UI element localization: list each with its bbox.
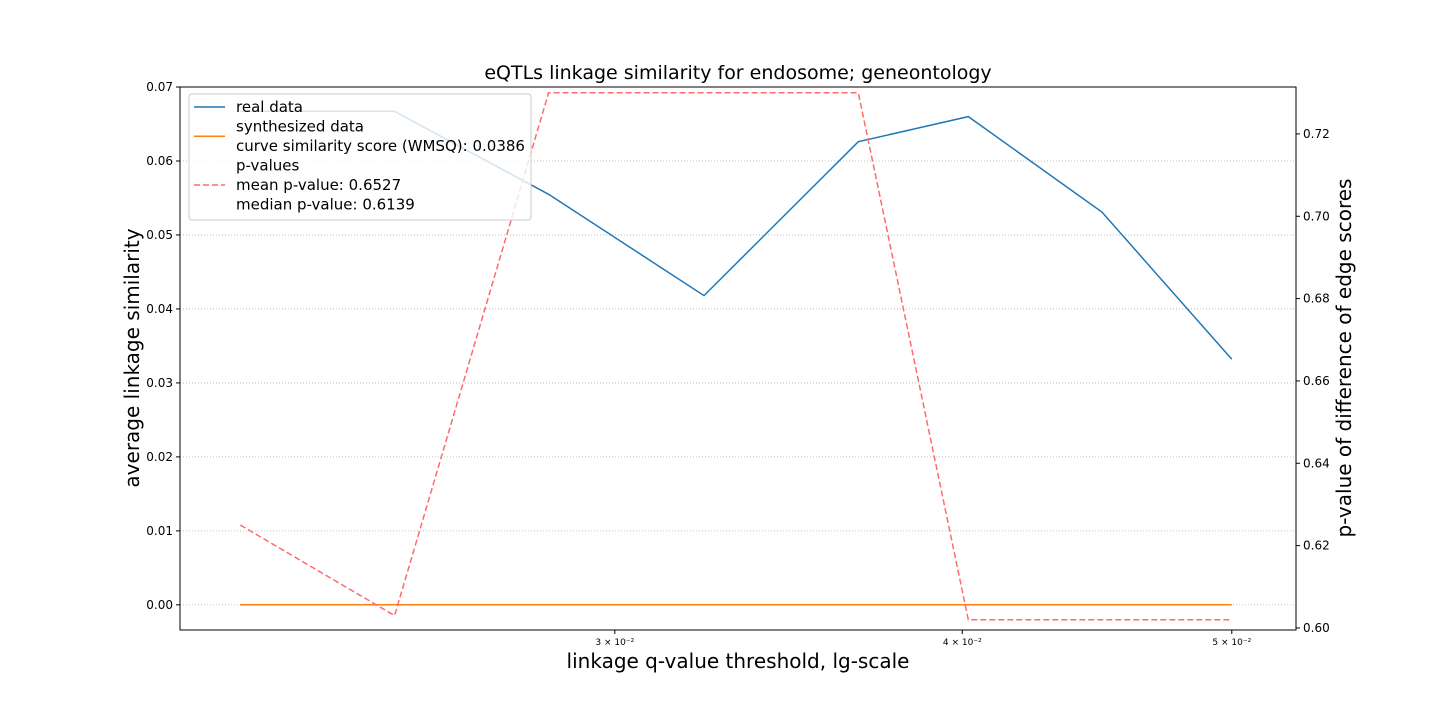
legend-entry-label: real data	[236, 98, 303, 116]
y-axis-label: average linkage similarity	[120, 228, 144, 487]
legend-entry-label: synthesized data	[236, 118, 364, 136]
chart-title: eQTLs linkage similarity for endosome; g…	[484, 62, 991, 84]
y-tick-label: 0.07	[146, 80, 173, 94]
y-tick-label: 0.05	[146, 228, 173, 242]
legend-entry-label: median p-value: 0.6139	[236, 196, 415, 214]
x-axis-label: linkage q-value threshold, lg-scale	[567, 649, 910, 673]
legend-box	[188, 93, 532, 221]
legend-entry-label: mean p-value: 0.6527	[236, 176, 401, 194]
y-tick-label: 0.01	[146, 524, 173, 538]
right-y-tick-label: 0.60	[1303, 621, 1330, 635]
series-line-p-values	[239, 92, 1232, 621]
right-y-tick-label: 0.72	[1303, 127, 1330, 141]
x-tick-label: 3 × 10⁻²	[595, 638, 634, 648]
legend-entry-label: curve similarity score (WMSQ): 0.0386	[236, 137, 525, 155]
right-y-tick-label: 0.70	[1303, 209, 1330, 223]
y-tick-label: 0.02	[146, 450, 173, 464]
right-y-tick-label: 0.62	[1303, 539, 1330, 553]
plot-area-frame	[179, 86, 1297, 631]
x-tick-label: 5 × 10⁻²	[1212, 638, 1251, 648]
x-tick-label: 4 × 10⁻²	[943, 638, 982, 648]
y-tick-label: 0.06	[146, 154, 173, 168]
axis-layer: 0.00 0.01 0.02 0.03 0.04 0.05 0.06 0.07 0.60 0.62…	[146, 80, 1329, 648]
legend-entry-label: p-values	[236, 157, 300, 175]
y-tick-label: 0.04	[146, 302, 173, 316]
right-y-axis-label: p-value of difference of edge scores	[1332, 179, 1356, 538]
y-tick-label: 0.03	[146, 376, 173, 390]
right-y-tick-label: 0.64	[1303, 456, 1330, 470]
y-tick-label: 0.00	[146, 598, 173, 612]
right-y-tick-label: 0.68	[1303, 292, 1330, 306]
right-y-tick-label: 0.66	[1303, 374, 1330, 388]
